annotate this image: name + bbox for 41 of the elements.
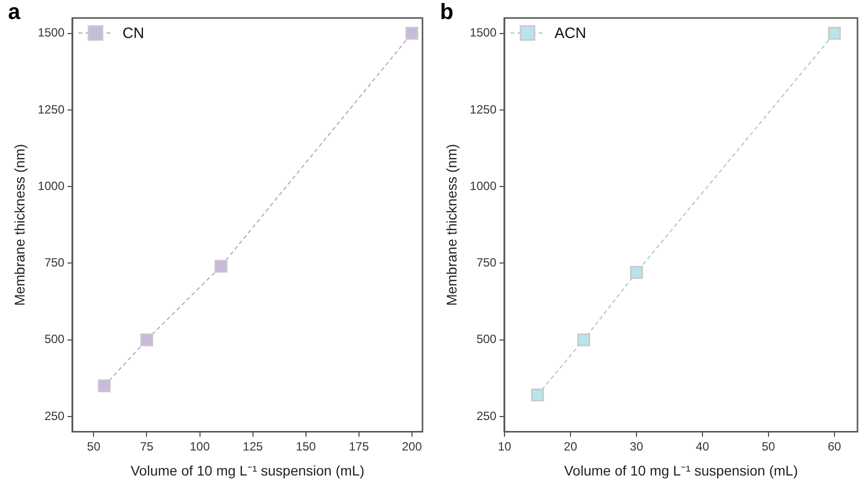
y-tick-label: 250 bbox=[476, 408, 497, 423]
point bbox=[98, 379, 111, 392]
point bbox=[630, 266, 643, 279]
point bbox=[140, 333, 154, 346]
x-tick-label: 50 bbox=[762, 439, 776, 454]
y-tick-label: 1500 bbox=[470, 26, 497, 40]
y-tick-label: 750 bbox=[476, 256, 497, 270]
x-tick-label: 20 bbox=[564, 439, 578, 454]
x-axis-title: Volume of 10 mg L⁻¹ suspension (mL) bbox=[130, 462, 364, 478]
legend-label: CN bbox=[122, 25, 144, 42]
x-tick-label: 60 bbox=[828, 439, 842, 454]
point bbox=[828, 26, 841, 40]
x-tick-label: 175 bbox=[348, 439, 370, 454]
legend-label: ACN bbox=[554, 25, 586, 42]
y-tick-label: 1250 bbox=[38, 102, 65, 116]
y-tick-label: 1500 bbox=[38, 26, 65, 40]
x-tick-label: 150 bbox=[296, 439, 316, 454]
chart-title: a bbox=[8, 0, 21, 24]
y-axis-title: Membrane thickness (nm) bbox=[11, 144, 28, 306]
y-tick-label: 1000 bbox=[38, 178, 65, 193]
x-tick-label: 30 bbox=[630, 439, 644, 454]
y-tick-label: 750 bbox=[44, 256, 65, 270]
y-tick-label: 250 bbox=[44, 408, 65, 423]
x-tick-label: 50 bbox=[87, 439, 101, 454]
y-tick-label: 1250 bbox=[470, 102, 497, 116]
point bbox=[214, 260, 228, 273]
x-tick-label: 100 bbox=[190, 439, 210, 454]
x-tick-label: 125 bbox=[242, 439, 264, 454]
x-tick-label: 10 bbox=[498, 439, 512, 454]
y-axis-title: Membrane thickness (nm) bbox=[443, 144, 460, 306]
x-tick-label: 40 bbox=[696, 439, 710, 454]
point bbox=[405, 26, 418, 40]
chart-title: b bbox=[440, 0, 454, 24]
point bbox=[577, 333, 590, 346]
x-tick-label: 200 bbox=[402, 439, 422, 454]
point bbox=[531, 388, 544, 402]
x-axis-title: Volume of 10 mg L⁻¹ suspension (mL) bbox=[564, 462, 798, 478]
y-tick-label: 500 bbox=[44, 332, 65, 346]
y-tick-label: 500 bbox=[476, 332, 497, 346]
y-tick-label: 1000 bbox=[470, 178, 497, 193]
x-tick-label: 75 bbox=[140, 439, 154, 454]
